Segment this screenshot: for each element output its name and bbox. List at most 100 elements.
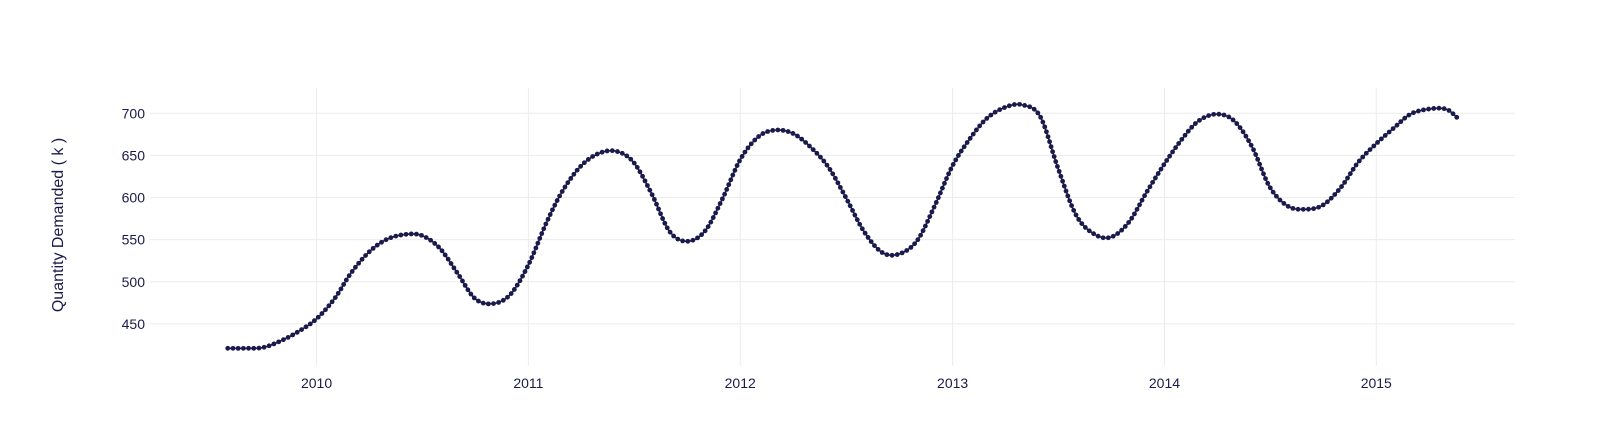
data-point — [1356, 158, 1362, 164]
data-point — [353, 264, 358, 270]
data-point — [266, 343, 272, 349]
data-point — [356, 260, 362, 266]
data-point — [1150, 179, 1156, 185]
data-point — [1126, 220, 1132, 225]
data-point — [1152, 175, 1158, 181]
x-tick-label: 2011 — [513, 375, 543, 391]
data-point — [1173, 145, 1178, 151]
data-point — [1216, 111, 1222, 117]
data-point — [335, 290, 341, 296]
data-point — [868, 239, 874, 245]
data-point — [460, 278, 465, 284]
data-point — [341, 282, 347, 287]
data-point — [256, 345, 262, 351]
data-point — [1386, 129, 1392, 135]
data-point — [710, 215, 716, 220]
data-point — [1058, 173, 1064, 179]
data-point — [522, 269, 528, 274]
data-point — [465, 287, 471, 293]
data-point — [904, 248, 910, 253]
data-point — [1411, 110, 1416, 116]
data-point — [862, 230, 868, 236]
data-point — [599, 149, 605, 155]
data-point — [1040, 119, 1046, 125]
x-tick-label: 2013 — [937, 375, 968, 391]
data-point — [925, 218, 930, 224]
data-point — [675, 236, 681, 242]
data-point — [398, 232, 404, 238]
data-point — [739, 154, 745, 159]
data-point — [1426, 106, 1432, 112]
data-point — [554, 198, 560, 203]
data-point — [695, 235, 700, 241]
data-point — [649, 192, 655, 198]
data-point — [1002, 105, 1007, 110]
data-point — [281, 337, 286, 343]
data-point — [332, 295, 338, 301]
series-line — [227, 103, 1458, 350]
data-point — [537, 235, 543, 241]
data-point — [980, 119, 986, 125]
data-point — [1076, 217, 1082, 222]
data-point — [290, 332, 296, 338]
data-point — [1234, 121, 1240, 126]
data-point — [1332, 192, 1338, 197]
data-point — [619, 150, 625, 156]
data-point — [859, 226, 865, 232]
y-tick-label: 700 — [122, 105, 146, 121]
data-point — [685, 238, 691, 244]
data-point — [647, 187, 653, 193]
data-point — [935, 195, 941, 201]
data-point — [594, 151, 600, 157]
data-point — [818, 154, 823, 160]
data-point — [414, 231, 419, 237]
data-point — [323, 307, 328, 313]
data-point — [1390, 126, 1396, 132]
data-point — [1179, 136, 1185, 142]
data-point — [872, 243, 877, 249]
data-point — [1267, 185, 1273, 191]
data-point — [1261, 171, 1266, 177]
data-point — [671, 233, 677, 239]
data-point — [756, 134, 762, 139]
data-point — [403, 231, 409, 237]
data-point — [658, 211, 663, 217]
data-point — [799, 136, 805, 142]
data-point — [1006, 103, 1012, 109]
data-point — [997, 107, 1003, 113]
data-point — [832, 175, 838, 181]
data-point — [1406, 112, 1412, 118]
data-point — [1335, 188, 1341, 193]
data-point — [315, 314, 321, 320]
data-point — [631, 160, 637, 166]
data-point — [940, 185, 945, 191]
data-point — [1367, 147, 1373, 152]
data-point — [1446, 108, 1452, 113]
data-point — [514, 282, 520, 288]
data-point — [1027, 104, 1033, 110]
data-point — [454, 269, 460, 275]
data-point — [419, 232, 424, 238]
data-point — [423, 235, 429, 240]
data-point — [651, 197, 657, 202]
data-point — [1115, 231, 1121, 236]
data-point — [918, 232, 923, 238]
data-point — [852, 212, 858, 218]
data-point — [942, 180, 947, 186]
data-point — [642, 178, 648, 184]
data-point — [1450, 111, 1456, 117]
data-point — [374, 242, 380, 248]
data-point — [737, 158, 742, 164]
data-point — [1142, 193, 1147, 199]
data-point — [1055, 164, 1060, 169]
data-point — [343, 277, 349, 283]
data-point — [1017, 101, 1022, 107]
data-point — [847, 203, 853, 209]
data-point — [785, 129, 791, 134]
data-point — [1342, 179, 1348, 185]
data-point — [574, 167, 580, 173]
data-point — [370, 245, 376, 251]
data-point — [1394, 122, 1400, 128]
data-point — [1253, 152, 1259, 157]
data-point — [970, 131, 976, 137]
